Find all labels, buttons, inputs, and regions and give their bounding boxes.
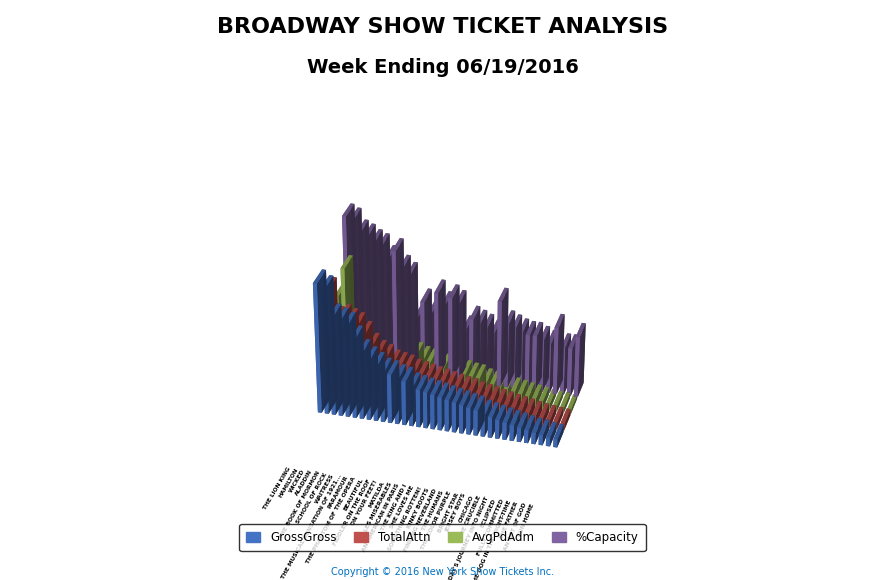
Text: BROADWAY SHOW TICKET ANALYSIS: BROADWAY SHOW TICKET ANALYSIS	[217, 17, 668, 37]
Text: Copyright © 2016 New York Show Tickets Inc.: Copyright © 2016 New York Show Tickets I…	[331, 567, 554, 577]
Text: Week Ending 06/19/2016: Week Ending 06/19/2016	[306, 58, 579, 77]
Legend: GrossGross, TotalAttn, AvgPdAdm, %Capacity: GrossGross, TotalAttn, AvgPdAdm, %Capaci…	[239, 524, 646, 551]
